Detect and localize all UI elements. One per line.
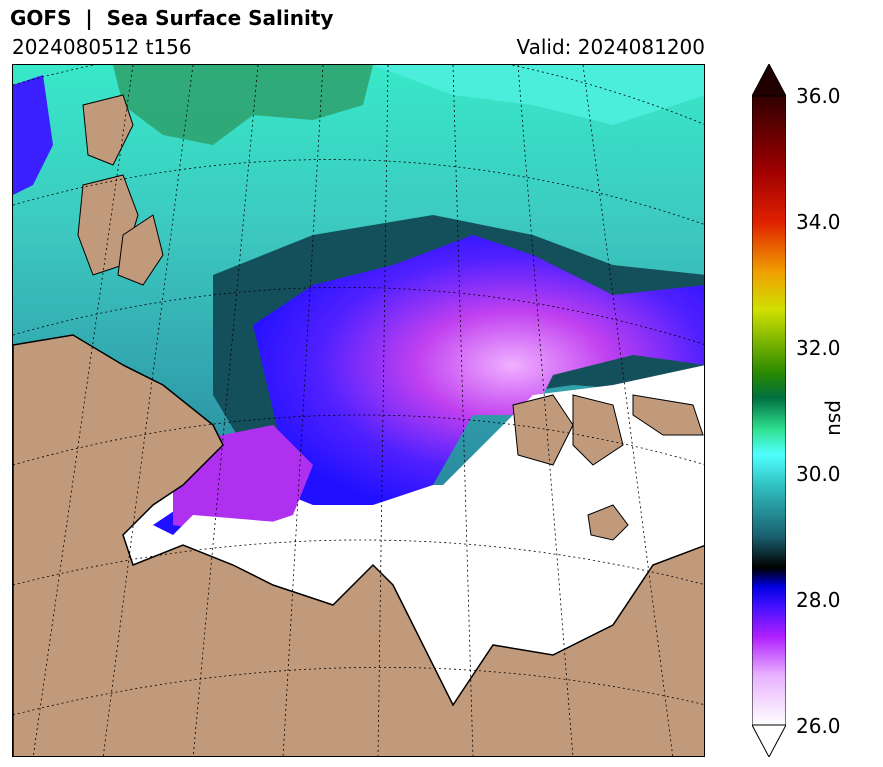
salinity-map[interactable] (12, 64, 705, 757)
latitude-line (13, 414, 704, 466)
island-east-3 (632, 394, 704, 436)
colorbar-extend-max (752, 64, 786, 97)
salinity-map-canvas (13, 65, 704, 756)
colorbar-label: psu (824, 400, 848, 436)
meridian-line (282, 65, 324, 756)
colorbar-tick: 32.0 (796, 336, 841, 360)
meridian-line (32, 65, 134, 756)
colorbar-tick: 30.0 (796, 462, 841, 486)
island-east-4 (587, 504, 629, 541)
high-salinity-patch-2 (373, 65, 704, 125)
latitude-line (13, 539, 704, 586)
island-east-2 (572, 394, 624, 466)
valid-label: Valid: 2024081200 (516, 35, 705, 59)
island-1 (82, 94, 134, 166)
meridian-line (582, 65, 674, 756)
island-east-1 (512, 394, 574, 466)
high-salinity-patch (113, 65, 373, 145)
colorbar-tick: 26.0 (796, 714, 841, 738)
map-title: GOFS | Sea Surface Salinity (10, 6, 334, 30)
graticule (13, 65, 704, 756)
meridian-line (452, 65, 474, 756)
colorbar-extend-min (752, 724, 786, 757)
latitude-line (13, 666, 704, 716)
island-3 (117, 214, 164, 286)
west-fresh-strip (13, 75, 53, 195)
run-label: 2024080512 t156 (12, 35, 192, 59)
mainland (13, 334, 704, 756)
meridian-line (102, 65, 194, 756)
colorbar (752, 64, 786, 757)
meridian-line (377, 65, 389, 756)
meridian-line (192, 65, 259, 756)
colorbar-gradient (752, 95, 786, 726)
colorbar-tick: 34.0 (796, 210, 841, 234)
meridian-line (517, 65, 574, 756)
colorbar-tick: 36.0 (796, 84, 841, 108)
colorbar-tick: 28.0 (796, 588, 841, 612)
